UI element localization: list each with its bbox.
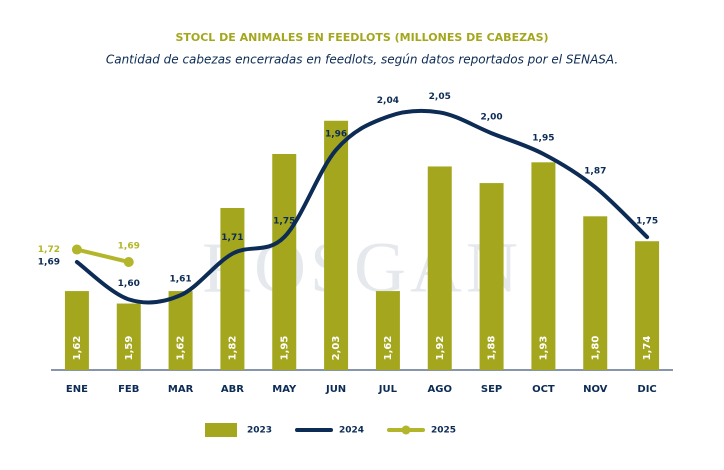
- bar-value-label: 1,93: [538, 336, 549, 361]
- line-value-label: 1,75: [273, 217, 295, 227]
- line-marker: [123, 257, 134, 267]
- x-tick-label: FEB: [118, 384, 139, 395]
- bar-value-label: 1,82: [227, 336, 238, 361]
- x-tick-label: MAY: [272, 384, 297, 395]
- bar: [635, 241, 660, 370]
- bar-value-label: 1,95: [279, 336, 290, 361]
- x-tick-label: SEP: [481, 384, 502, 395]
- chart-subtitle: Cantidad de cabezas encerradas en feedlo…: [106, 53, 618, 67]
- watermark: ROSGAN: [202, 228, 522, 308]
- line-value-label: 2,05: [429, 92, 451, 102]
- line-value-label: 1,87: [584, 167, 606, 177]
- x-tick-label: OCT: [532, 384, 555, 395]
- bar: [479, 183, 504, 370]
- legend-label: 2025: [431, 426, 456, 436]
- legend-label: 2023: [247, 426, 272, 436]
- line-series: [74, 247, 131, 264]
- legend-label: 2024: [339, 426, 364, 436]
- bar: [220, 208, 245, 370]
- x-tick-label: ABR: [221, 384, 244, 395]
- line-value-label: 1,60: [118, 279, 140, 289]
- bar: [168, 291, 193, 370]
- line-series: [74, 108, 650, 305]
- line-value-label: 1,96: [325, 129, 347, 139]
- bar: [116, 303, 141, 370]
- line-value-label: 1,61: [169, 275, 191, 285]
- legend-marker: [401, 425, 411, 435]
- bar-value-label: 1,74: [642, 336, 653, 361]
- line-value-label: 1,95: [532, 134, 554, 144]
- bar: [531, 162, 556, 370]
- line-value-label: 2,04: [377, 96, 399, 106]
- bar-value-label: 1,59: [124, 336, 135, 361]
- bar-value-label: 1,62: [176, 336, 187, 361]
- x-tick-label: JUL: [378, 384, 398, 395]
- bar: [375, 291, 400, 370]
- bar-value-label: 1,80: [590, 336, 601, 361]
- line-value-label: 1,69: [118, 242, 140, 252]
- line-value-label: 1,72: [38, 245, 60, 255]
- x-tick-label: MAR: [168, 384, 194, 395]
- line-value-label: 1,69: [38, 258, 60, 268]
- bar: [64, 291, 89, 370]
- x-tick-label: JUN: [325, 384, 346, 395]
- x-tick-label: NOV: [583, 384, 608, 395]
- x-tick-label: DIC: [637, 384, 656, 395]
- bar: [272, 154, 297, 370]
- bar-value-label: 2,03: [331, 336, 342, 361]
- line-value-label: 1,75: [636, 217, 658, 227]
- bar-value-label: 1,92: [435, 336, 446, 361]
- legend-swatch: [205, 423, 237, 437]
- bar-value-label: 1,62: [383, 336, 394, 361]
- x-tick-label: ENE: [66, 384, 88, 395]
- line-value-label: 2,00: [480, 113, 502, 123]
- line-marker: [71, 244, 82, 255]
- bar: [324, 120, 349, 371]
- x-tick-label: AGO: [428, 384, 452, 395]
- bar-value-label: 1,88: [487, 336, 498, 361]
- bar: [583, 216, 608, 370]
- bar-value-label: 1,62: [72, 336, 83, 361]
- line-value-label: 1,71: [221, 233, 243, 243]
- bar: [427, 166, 452, 370]
- chart-title: STOCL DE ANIMALES EN FEEDLOTS (MILLONES …: [175, 31, 548, 44]
